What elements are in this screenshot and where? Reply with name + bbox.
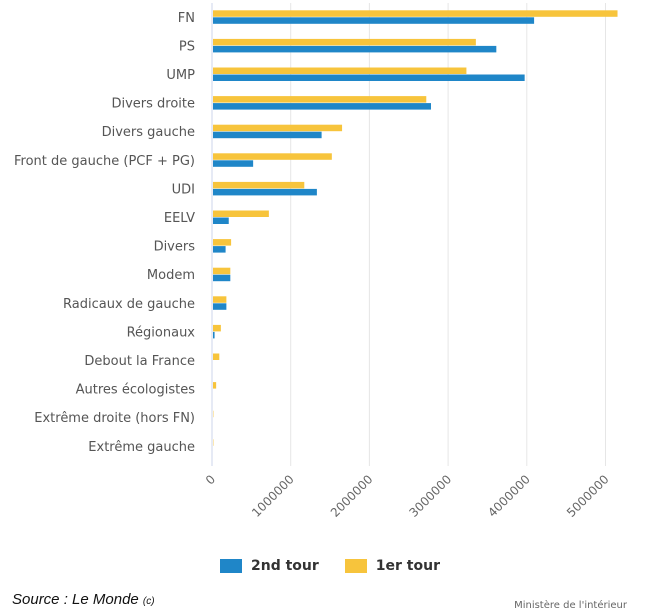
bar-regionaux-1er-tour[interactable] [213, 324, 221, 332]
category-label-front-de-gauche-pcf-pg: Front de gauche (PCF + PG) [14, 154, 195, 169]
category-label-udi: UDI [172, 182, 195, 197]
category-label-radicaux-de-gauche: Radicaux de gauche [63, 297, 195, 312]
bar-modem-2nd-tour[interactable] [213, 274, 231, 282]
category-labels: FN PS UMP Divers droite Divers gauche Front d… [14, 11, 195, 455]
category-label-eelv: EELV [164, 211, 195, 226]
bar-divers-gauche-2nd-tour[interactable] [213, 131, 322, 139]
bar-regionaux-2nd-tour[interactable] [213, 331, 215, 339]
source-name: Le Monde [72, 591, 139, 608]
source-suffix: (c) [142, 596, 155, 607]
source-prefix: Source : [12, 591, 73, 608]
bar-chart: FN PS UMP Divers droite Divers gauche Front d… [14, 3, 618, 520]
bar-divers-gauche-1er-tour[interactable] [213, 124, 343, 132]
source-note: Source : Le Monde (c) [12, 591, 155, 608]
bar-divers-droite-1er-tour[interactable] [213, 96, 427, 103]
category-label-fn: FN [178, 11, 195, 26]
category-label-ps: PS [179, 39, 195, 54]
bar-radicaux-de-gauche-1er-tour[interactable] [213, 296, 227, 303]
category-label-extreme-gauche: Extrême gauche [88, 440, 195, 455]
x-tick-label-4000000: 4000000 [485, 472, 533, 520]
bar-udi-2nd-tour[interactable] [213, 188, 317, 196]
bar-ps-2nd-tour[interactable] [213, 45, 497, 53]
category-label-divers-droite: Divers droite [111, 97, 195, 112]
x-tick-label-5000000: 5000000 [564, 472, 612, 520]
bar-ump-1er-tour[interactable] [213, 67, 467, 75]
bar-fn-2nd-tour[interactable] [213, 17, 535, 24]
category-label-modem: Modem [147, 268, 195, 283]
legend-label-2nd-tour: 2nd tour [251, 558, 319, 574]
bar-eelv-1er-tour[interactable] [213, 210, 269, 218]
bar-divers-droite-2nd-tour[interactable] [213, 103, 431, 110]
credit: Ministère de l'intérieur [514, 600, 627, 611]
legend: 2nd tour 1er tour [220, 558, 440, 574]
bar-ps-1er-tour[interactable] [213, 38, 476, 46]
legend-item-1er-tour[interactable]: 1er tour [344, 558, 440, 574]
x-tick-label-0: 0 [203, 472, 218, 487]
legend-item-2nd-tour[interactable]: 2nd tour [220, 558, 319, 574]
bar-fn-1er-tour[interactable] [213, 10, 618, 17]
bar-divers-2nd-tour[interactable] [213, 246, 226, 253]
category-label-divers: Divers [154, 240, 196, 255]
category-label-autres-ecologistes: Autres écologistes [76, 383, 196, 398]
bar-modem-1er-tour[interactable] [213, 267, 231, 275]
category-label-divers-gauche: Divers gauche [102, 125, 195, 140]
category-label-extreme-droite-hors-fn: Extrême droite (hors FN) [34, 411, 195, 426]
category-label-debout-la-france: Debout la France [84, 354, 195, 369]
bars [213, 10, 618, 446]
bar-ump-2nd-tour[interactable] [213, 74, 525, 82]
legend-swatch-1er-tour [344, 559, 367, 573]
x-tick-label-2000000: 2000000 [328, 472, 376, 520]
bar-autres-ecologistes-1er-tour[interactable] [213, 382, 217, 389]
x-tick-labels: 0 1000000 2000000 3000000 4000000 5000000 [203, 472, 612, 520]
bar-radicaux-de-gauche-2nd-tour[interactable] [213, 303, 227, 310]
bar-eelv-2nd-tour[interactable] [213, 217, 229, 225]
bar-debout-la-france-1er-tour[interactable] [213, 353, 220, 361]
bar-front-de-gauche-pcf-pg-2nd-tour[interactable] [213, 160, 254, 167]
legend-label-1er-tour: 1er tour [375, 558, 440, 574]
bar-divers-1er-tour[interactable] [213, 239, 232, 246]
bar-front-de-gauche-pcf-pg-1er-tour[interactable] [213, 153, 332, 160]
x-tick-label-3000000: 3000000 [407, 472, 455, 520]
legend-swatch-2nd-tour [220, 559, 242, 573]
category-label-ump: UMP [166, 68, 195, 83]
bar-udi-1er-tour[interactable] [213, 181, 305, 189]
x-tick-label-1000000: 1000000 [249, 472, 297, 520]
category-label-regionaux: Régionaux [127, 325, 196, 340]
